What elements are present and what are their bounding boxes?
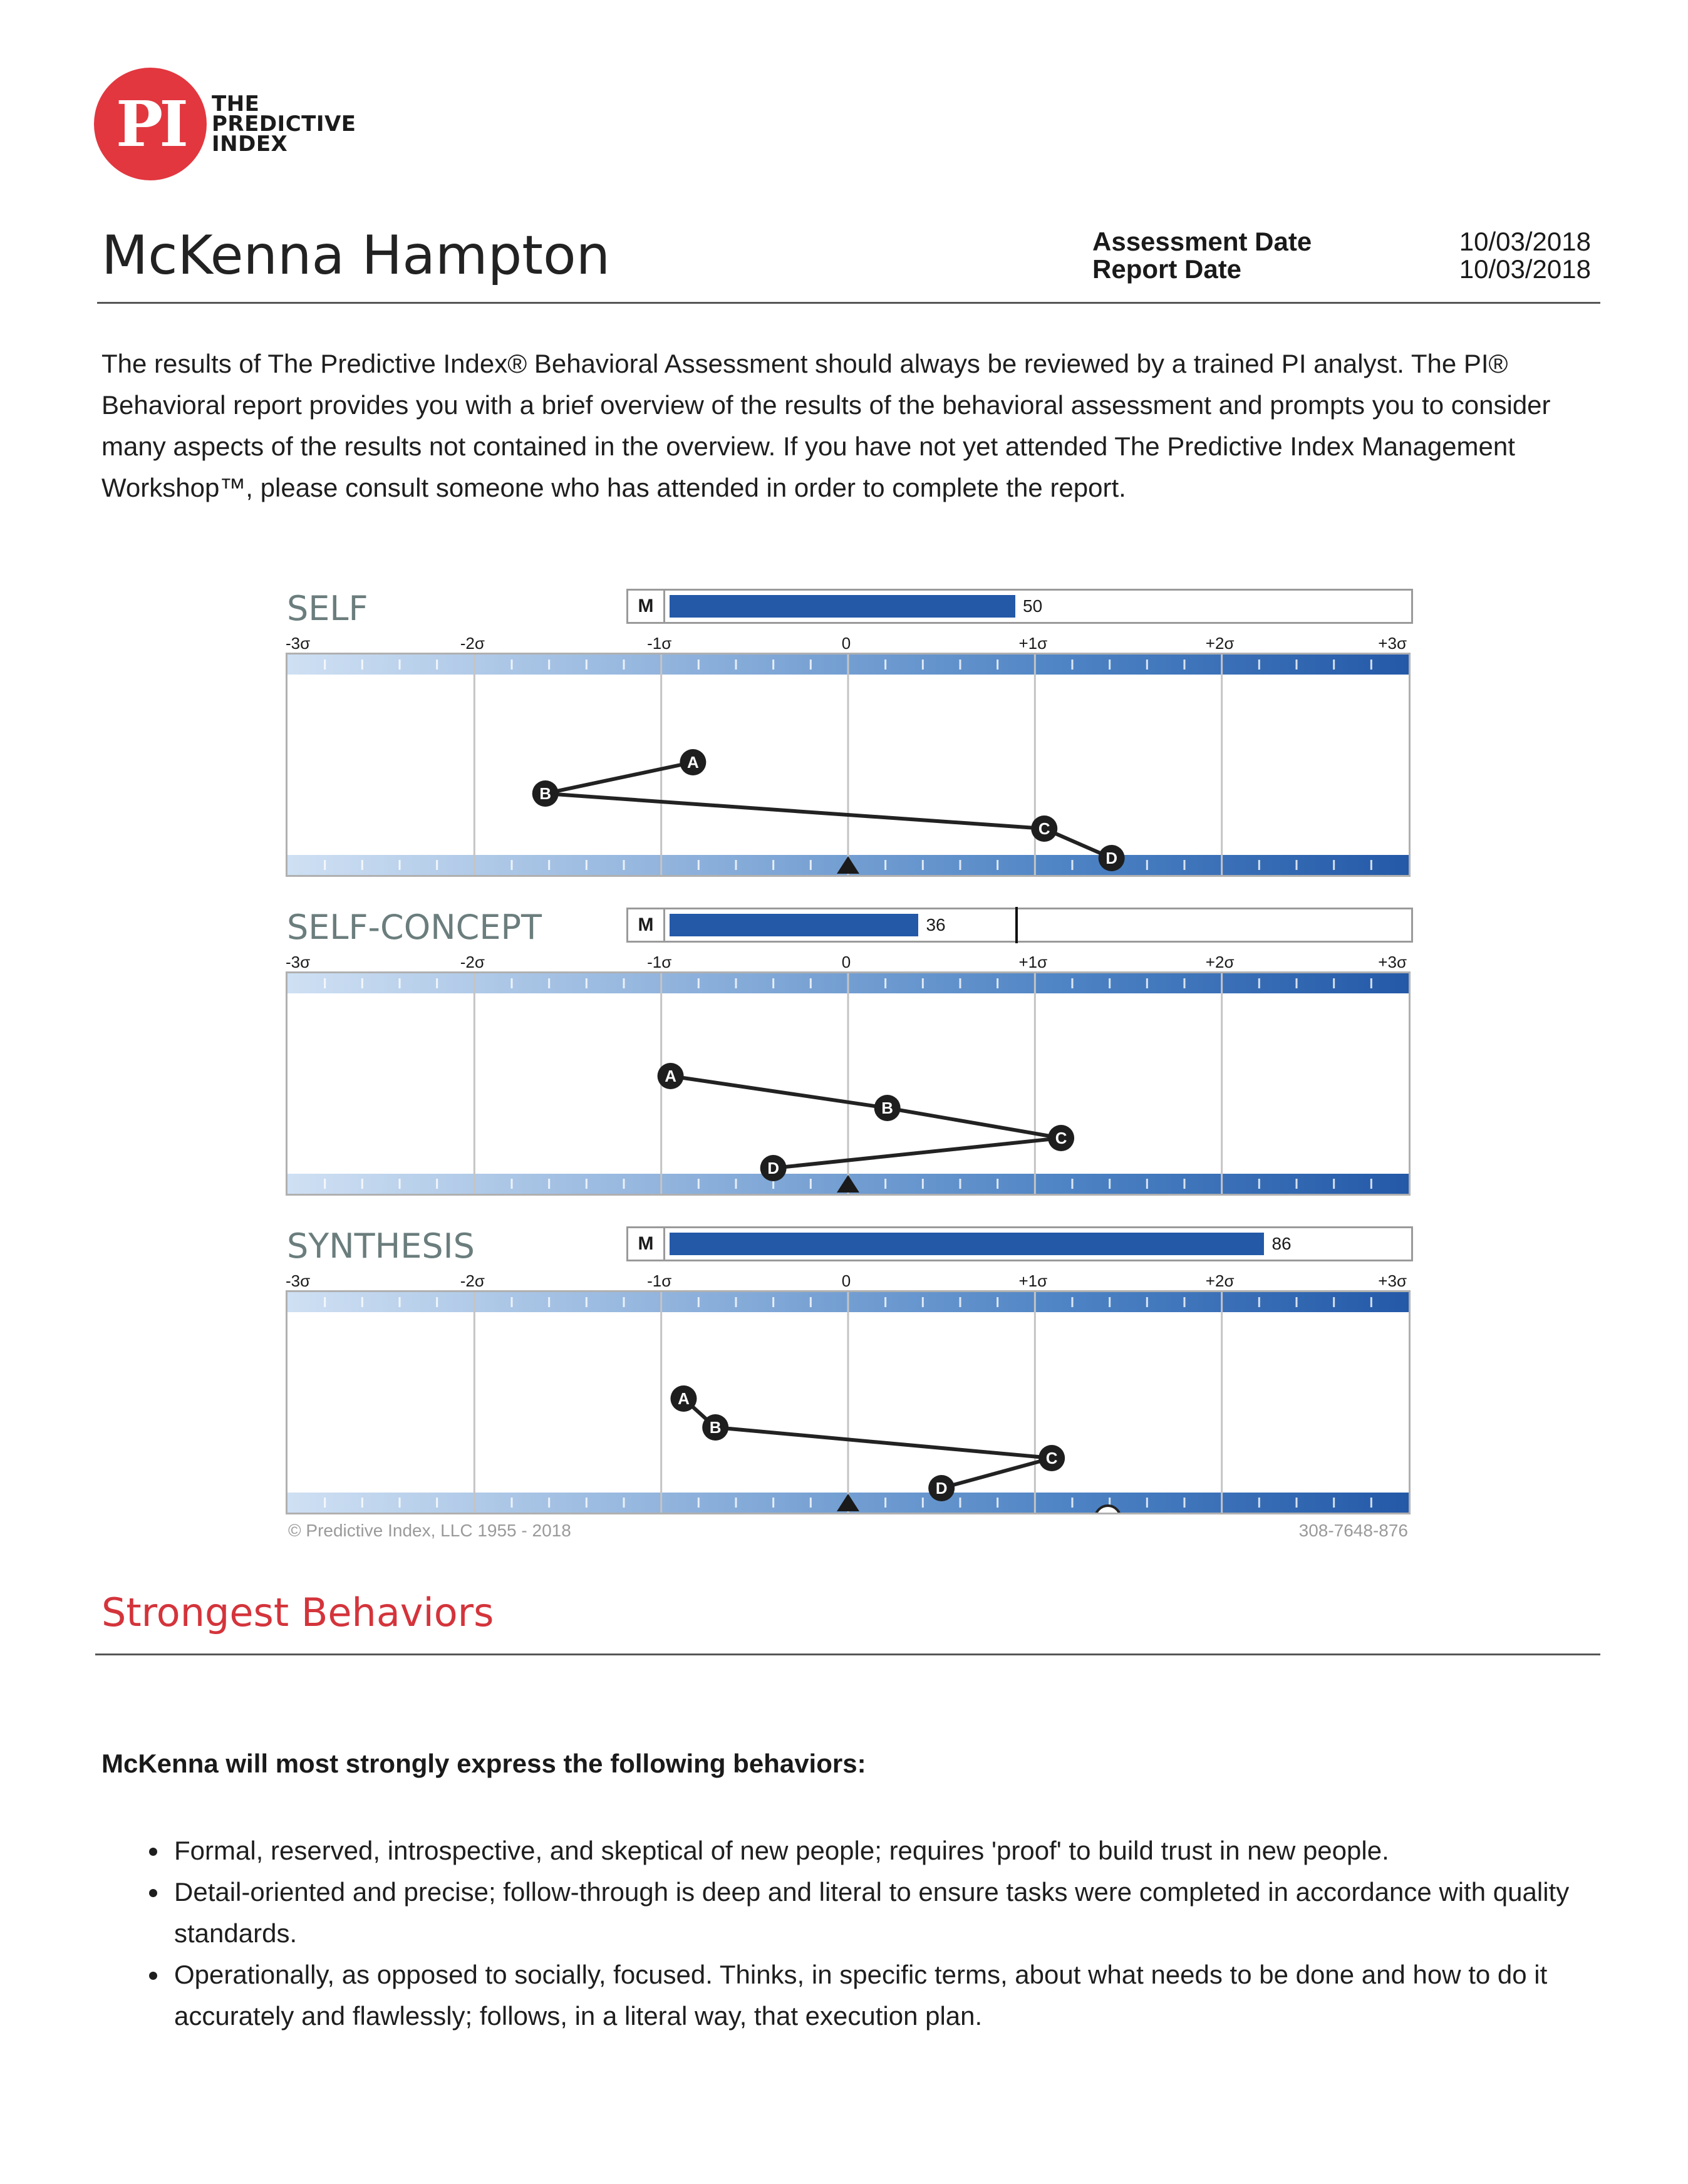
logo-line: PREDICTIVE bbox=[212, 111, 356, 137]
section-lead: McKenna will most strongly express the f… bbox=[101, 1749, 866, 1778]
data-point-d: D bbox=[1098, 845, 1125, 871]
tick-label: -3σ bbox=[286, 1271, 311, 1290]
zero-marker-icon bbox=[837, 1175, 859, 1193]
svg-text:B: B bbox=[710, 1418, 722, 1437]
svg-text:C: C bbox=[1046, 1449, 1058, 1467]
person-name: McKenna Hampton bbox=[101, 224, 611, 287]
tick-label: -2σ bbox=[460, 1271, 485, 1290]
m-label: M bbox=[628, 591, 665, 622]
m-bar: M 36 bbox=[626, 907, 1413, 943]
tick-label: +3σ bbox=[1378, 1271, 1407, 1290]
logo-line: INDEX bbox=[212, 132, 288, 157]
list-item: Operationally, as opposed to socially, f… bbox=[169, 1954, 1610, 2037]
data-point-e: E bbox=[1095, 1504, 1121, 1513]
svg-text:A: A bbox=[665, 1067, 676, 1085]
svg-text:C: C bbox=[1055, 1129, 1067, 1147]
intro-paragraph: The results of The Predictive Index® Beh… bbox=[101, 349, 1551, 502]
chart-title: SELF bbox=[287, 589, 368, 628]
svg-text:E: E bbox=[1102, 1509, 1113, 1513]
tick-label: +2σ bbox=[1205, 1271, 1235, 1290]
tick-label: -1σ bbox=[647, 1271, 672, 1290]
logo-monogram: PI bbox=[116, 87, 189, 161]
data-point-d: D bbox=[928, 1475, 955, 1501]
data-point-a: A bbox=[657, 1063, 684, 1089]
report-date-label: Report Date bbox=[1092, 254, 1242, 284]
m-label: M bbox=[628, 909, 665, 941]
tick-label: -2σ bbox=[460, 634, 485, 653]
m-value: 50 bbox=[1023, 596, 1043, 616]
m-marker bbox=[1015, 907, 1018, 943]
logo-wordmark: THE PREDICTIVE INDEX bbox=[212, 91, 356, 157]
m-bar-fill bbox=[670, 1233, 1265, 1255]
logo-line: THE bbox=[212, 91, 260, 116]
chart-area: A B C D E bbox=[286, 1290, 1411, 1514]
tick-label: 0 bbox=[841, 634, 851, 653]
data-point-a: A bbox=[670, 1385, 697, 1412]
data-point-c: C bbox=[1031, 815, 1058, 842]
data-point-c: C bbox=[1038, 1445, 1065, 1471]
svg-text:A: A bbox=[678, 1389, 690, 1408]
tick-label: -1σ bbox=[647, 953, 672, 971]
tick-label: -3σ bbox=[286, 953, 311, 971]
tick-label: +2σ bbox=[1205, 953, 1235, 971]
svg-text:D: D bbox=[1105, 849, 1117, 867]
report-date-value: 10/03/2018 bbox=[1459, 254, 1591, 284]
list-item: Detail-oriented and precise; follow-thro… bbox=[169, 1871, 1610, 1954]
pi-logo: PI THE PREDICTIVE INDEX bbox=[94, 68, 407, 180]
svg-text:D: D bbox=[767, 1159, 779, 1177]
tick-label: +3σ bbox=[1378, 634, 1407, 653]
data-point-c: C bbox=[1048, 1125, 1075, 1151]
assessment-date-value: 10/03/2018 bbox=[1459, 227, 1591, 256]
tick-label: +1σ bbox=[1018, 1271, 1048, 1290]
m-bar-fill bbox=[670, 914, 919, 936]
tick-label: +1σ bbox=[1018, 634, 1048, 653]
m-bar-fill bbox=[670, 595, 1015, 618]
chart-svg: A B C D E bbox=[324, 1292, 1372, 1513]
m-bar: M 86 bbox=[626, 1226, 1413, 1261]
chart-title: SYNTHESIS bbox=[287, 1226, 475, 1266]
m-bar: M 50 bbox=[626, 589, 1413, 624]
svg-text:C: C bbox=[1038, 819, 1050, 838]
data-point-b: B bbox=[874, 1095, 901, 1121]
tick-label: -3σ bbox=[286, 634, 311, 653]
chart-area: A B C D bbox=[286, 971, 1411, 1196]
series-line bbox=[670, 1074, 1062, 1170]
svg-text:D: D bbox=[936, 1479, 948, 1498]
svg-text:B: B bbox=[539, 784, 551, 803]
logo-circle: PI bbox=[94, 68, 207, 180]
tick-label: +1σ bbox=[1018, 953, 1048, 971]
chart-area: A B C D bbox=[286, 653, 1411, 877]
tick-label: +3σ bbox=[1378, 953, 1407, 971]
assessment-date-label: Assessment Date bbox=[1092, 227, 1312, 256]
series-line bbox=[545, 760, 1112, 860]
list-item: Formal, reserved, introspective, and ske… bbox=[169, 1830, 1610, 1871]
m-value: 36 bbox=[926, 915, 946, 934]
report-code: 308-7648-876 bbox=[1298, 1521, 1408, 1540]
section-divider bbox=[95, 1654, 1600, 1655]
tick-label: 0 bbox=[841, 953, 851, 971]
tick-label: -1σ bbox=[647, 634, 672, 653]
zero-marker-icon bbox=[837, 1494, 859, 1511]
behavior-list: Formal, reserved, introspective, and ske… bbox=[134, 1830, 1610, 2037]
chart-svg: A B C D bbox=[324, 973, 1372, 1194]
tick-label: 0 bbox=[841, 1271, 851, 1290]
m-value: 86 bbox=[1271, 1234, 1292, 1253]
data-point-d: D bbox=[760, 1155, 787, 1181]
svg-text:A: A bbox=[687, 753, 699, 772]
tick-label: +2σ bbox=[1205, 634, 1235, 653]
copyright-text: © Predictive Index, LLC 1955 - 2018 bbox=[288, 1521, 571, 1540]
data-point-b: B bbox=[532, 780, 559, 807]
header-divider bbox=[97, 302, 1600, 304]
chart-svg: A B C D bbox=[324, 655, 1372, 875]
svg-text:B: B bbox=[881, 1099, 893, 1117]
tick-label: -2σ bbox=[460, 953, 485, 971]
zero-marker-icon bbox=[837, 856, 859, 874]
m-label: M bbox=[628, 1228, 665, 1260]
series-line bbox=[682, 1397, 1052, 1490]
data-point-b: B bbox=[702, 1414, 729, 1441]
data-point-a: A bbox=[680, 749, 707, 775]
chart-title: SELF-CONCEPT bbox=[287, 908, 542, 947]
section-title: Strongest Behaviors bbox=[101, 1590, 494, 1635]
